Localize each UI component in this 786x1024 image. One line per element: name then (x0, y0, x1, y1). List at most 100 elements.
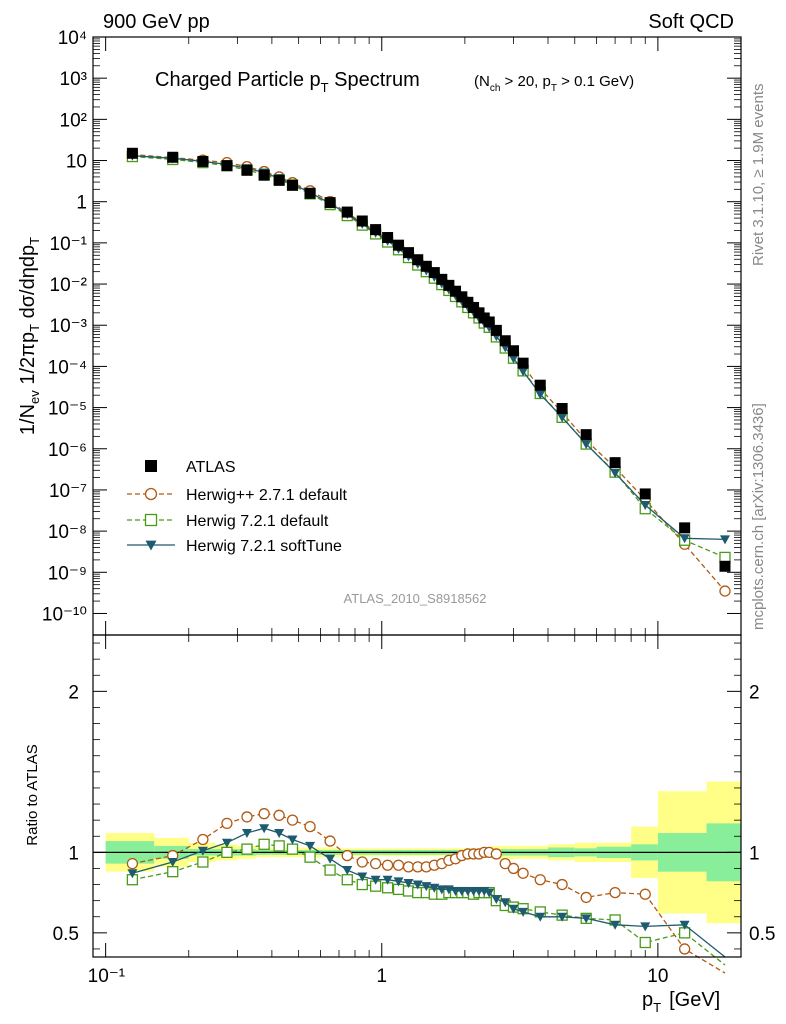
ratio-series-layer (126, 808, 726, 974)
ratio-point-s2-7 (287, 835, 298, 845)
main-y-tick-label: 10⁴ (58, 28, 87, 49)
main-point-data-35 (609, 457, 621, 469)
main-point-data-2 (197, 155, 209, 167)
ratio-point-s2-5 (259, 824, 270, 834)
legend-label-3: Herwig 7.2.1 softTune (186, 538, 342, 555)
ratio-point-s1-8 (304, 851, 316, 863)
ratio-point-s2-34 (581, 914, 592, 924)
main-point-data-37 (679, 522, 691, 534)
main-point-s3-38 (719, 535, 730, 545)
ratio-x-tick-label: 1 (376, 966, 387, 987)
main-y-tick-label: 10⁻⁹ (48, 563, 87, 584)
main-point-data-12 (370, 224, 382, 236)
ratio-axes-layer: 0.5 0.5 1 1 2 2 10⁻¹ 1 10 (53, 635, 775, 987)
mcplots-label: mcplots.cern.ch [arXiv:1306.3436] (750, 403, 767, 630)
ratio-point-s0-10 (341, 849, 353, 862)
ratio-point-s2-18 (429, 883, 440, 893)
ratio-y-tick-label: 2 (68, 682, 79, 703)
analysis-label: ATLAS_2010_S8918562 (344, 591, 487, 606)
chart-title-cuts: (Nch > 20, pT > 0.1 GeV) (474, 73, 634, 94)
header-right: Soft QCD (648, 11, 734, 33)
legend-marker-0 (145, 460, 157, 472)
ratio-point-s2-36 (640, 922, 651, 932)
ratio-point-s2-37 (679, 920, 690, 930)
ratio-point-s1-9 (324, 864, 336, 876)
ratio-point-s2-31 (518, 907, 529, 917)
main-point-data-6 (273, 174, 285, 186)
legend: ATLAS Herwig++ 2.7.1 default Herwig 7.2.1 … (127, 459, 348, 555)
main-y-tick-label: 10⁻² (50, 275, 88, 296)
ratio-point-s2-6 (274, 829, 285, 839)
ratio-x-tick-label: 10 (647, 966, 668, 987)
ratio-x-axis-label: pT [GeV] (642, 989, 720, 1015)
main-point-data-30 (508, 345, 520, 357)
main-point-data-22 (456, 291, 468, 303)
ratio-point-s0-29 (499, 857, 511, 870)
ratio-point-s0-31 (517, 867, 529, 879)
main-point-s3-31 (518, 367, 529, 377)
ratio-y-tick-label-right: 1 (749, 843, 760, 864)
main-y-tick-label: 10⁻⁶ (48, 440, 87, 461)
ratio-point-s2-0 (127, 869, 138, 879)
ratio-point-s0-7 (286, 814, 299, 826)
ratio-point-s2-27 (484, 888, 495, 898)
ratio-point-s2-32 (535, 912, 546, 922)
legend-marker-2 (144, 513, 158, 527)
main-point-data-28 (490, 324, 502, 336)
main-y-tick-label: 10⁻⁸ (48, 522, 87, 543)
ratio-point-s0-9 (324, 835, 336, 847)
ratio-point-s0-6 (273, 809, 285, 821)
main-y-tick-label: 10³ (60, 69, 87, 90)
ratio-y-tick-label: 0.5 (53, 924, 79, 945)
ratio-y-tick-label-right: 0.5 (749, 924, 775, 945)
ratio-point-s0-11 (356, 856, 368, 868)
ratio-point-s0-12 (369, 857, 382, 870)
main-point-data-36 (639, 488, 651, 500)
main-y-tick-label: 10⁻⁴ (48, 357, 87, 378)
ratio-point-s0-13 (381, 859, 394, 871)
main-series-line-3 (132, 155, 726, 541)
ratio-panel-frame (92, 634, 742, 958)
ratio-point-s2-21 (450, 886, 461, 896)
ratio-point-s1-1 (167, 866, 179, 878)
legend-marker-3 (145, 540, 157, 551)
ratio-x-tick-label: 10⁻¹ (88, 966, 126, 987)
main-series-layer (126, 147, 731, 597)
ratio-y-tick-label: 1 (68, 843, 79, 864)
legend-label-0: ATLAS (186, 459, 236, 476)
ratio-point-s0-28 (490, 848, 502, 860)
ratio-point-s2-30 (508, 904, 519, 914)
main-point-s3-30 (508, 354, 519, 364)
ratio-point-s0-15 (402, 861, 415, 873)
main-point-data-38 (719, 560, 731, 572)
ratio-point-s2-8 (305, 841, 316, 851)
ratio-point-s1-10 (341, 874, 353, 886)
main-point-data-8 (304, 187, 316, 199)
ratio-y-axis-label: Ratio to ATLAS (24, 744, 41, 845)
main-y-tick-label: 1 (76, 193, 87, 214)
main-point-data-34 (580, 429, 592, 441)
main-point-data-11 (356, 215, 368, 227)
main-point-data-21 (450, 285, 462, 297)
main-point-data-31 (517, 357, 529, 369)
main-point-data-33 (556, 403, 568, 415)
ratio-point-s0-35 (609, 886, 621, 899)
main-point-data-0 (126, 147, 138, 159)
ratio-point-s2-1 (167, 858, 178, 868)
ratio-point-s2-13 (382, 875, 393, 885)
legend-label-2: Herwig 7.2.1 default (186, 513, 329, 530)
ratio-point-s0-37 (678, 943, 691, 955)
ratio-point-s0-34 (580, 891, 592, 904)
ratio-point-s1-36 (639, 936, 651, 949)
ratio-point-s2-16 (412, 880, 423, 890)
main-point-s3-34 (581, 440, 592, 450)
ratio-point-s0-4 (241, 811, 253, 823)
ratio-point-s2-14 (393, 877, 404, 887)
ratio-point-s2-9 (325, 854, 336, 864)
ratio-point-s2-29 (500, 898, 511, 908)
ratio-point-s1-5 (258, 838, 270, 850)
ratio-point-s2-4 (241, 829, 252, 839)
chart-title: Charged Particle pT Spectrum (155, 69, 420, 95)
main-point-data-16 (412, 254, 424, 266)
